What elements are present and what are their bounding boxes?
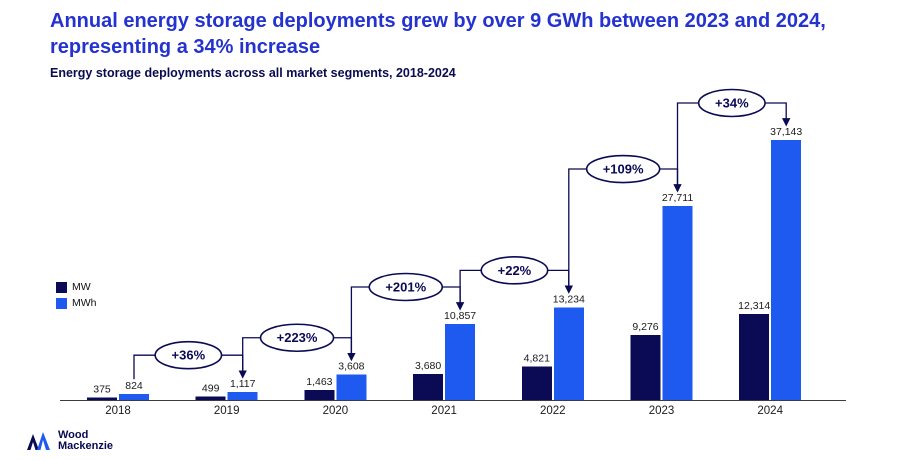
woodmackenzie-logo-icon xyxy=(27,432,50,450)
annotation-label-+201%: +201% xyxy=(385,280,426,295)
bar-mwh-2018 xyxy=(119,394,149,400)
chart-title: Annual energy storage deployments grew b… xyxy=(50,8,826,60)
bar-mw-2019 xyxy=(195,396,226,400)
bar-mw-2021 xyxy=(413,374,444,400)
value-label-mwh-2021: 10,857 xyxy=(444,310,476,322)
bar-mwh-2023 xyxy=(662,206,693,400)
value-label-mwh-2020: 3,608 xyxy=(338,361,364,373)
legend-swatch-mwh xyxy=(56,297,67,309)
legend-label-mwh: MWh xyxy=(72,297,97,309)
annotation-label-+36%: +36% xyxy=(172,348,206,363)
annotation-label-+22%: +22% xyxy=(498,263,532,278)
bar-mwh-2021 xyxy=(445,324,476,400)
bar-mwh-2024 xyxy=(771,140,802,400)
legend-item-mwh: MWh xyxy=(56,297,97,309)
value-label-mwh-2023: 27,711 xyxy=(662,192,693,204)
annotation-label-+223%: +223% xyxy=(277,330,318,345)
chart-title-line1: Annual energy storage deployments grew b… xyxy=(50,10,826,32)
year-label-2023: 2023 xyxy=(649,405,675,417)
legend-swatch-mw xyxy=(56,281,67,293)
year-label-2021: 2021 xyxy=(431,405,457,417)
value-label-mw-2021: 3,680 xyxy=(415,360,441,372)
bar-mwh-2020 xyxy=(336,374,367,400)
annotation-connector-in-+34% xyxy=(676,102,699,192)
value-label-mwh-2024: 37,143 xyxy=(770,126,802,138)
year-label-2019: 2019 xyxy=(214,405,240,417)
legend: MW MWh xyxy=(56,281,97,309)
value-label-mw-2019: 499 xyxy=(202,383,220,395)
value-label-mwh-2018: 824 xyxy=(125,380,143,392)
year-label-2024: 2024 xyxy=(757,405,783,417)
value-label-mw-2020: 1,463 xyxy=(306,376,332,388)
brand-name: Wood Mackenzie xyxy=(58,430,113,452)
value-label-mw-2024: 12,314 xyxy=(738,300,770,312)
annotation-oval-+201% xyxy=(368,272,444,302)
annotation-oval-+223% xyxy=(259,323,335,353)
value-label-mw-2018: 375 xyxy=(93,383,111,395)
annotation-connector-arrow-+36% xyxy=(221,354,247,379)
bar-mwh-2019 xyxy=(227,392,258,400)
annotation-connector-in-+109% xyxy=(568,168,587,293)
value-label-mw-2022: 4,821 xyxy=(524,352,550,364)
annotation-label-+34%: +34% xyxy=(715,96,749,111)
annotation-connector-in-+223% xyxy=(242,337,261,378)
chart-title-line2: representing a 34% increase xyxy=(50,36,321,58)
annotation-connector-arrow-+34% xyxy=(765,102,791,127)
year-label-2020: 2020 xyxy=(323,405,349,417)
value-label-mwh-2022: 13,234 xyxy=(553,293,585,305)
chart-subtitle: Energy storage deployments across all ma… xyxy=(50,66,456,80)
bar-mw-2024 xyxy=(739,313,770,400)
annotation-oval-+109% xyxy=(585,154,661,184)
brand-name-line2: Mackenzie xyxy=(58,440,114,452)
annotation-connector-arrow-+109% xyxy=(659,168,682,193)
value-label-mw-2023: 9,276 xyxy=(632,321,658,333)
legend-item-mw: MW xyxy=(56,281,97,293)
legend-label-mw: MW xyxy=(72,281,91,293)
bar-mw-2022 xyxy=(521,366,552,400)
bar-mwh-2022 xyxy=(553,307,584,400)
annotation-label-+109%: +109% xyxy=(603,162,644,177)
annotation-connector-arrow-+223% xyxy=(333,337,356,362)
brand-footer: Wood Mackenzie xyxy=(26,430,113,452)
bar-mw-2018 xyxy=(87,397,117,400)
annotation-oval-+22% xyxy=(480,256,549,285)
annotation-connector-in-+36% xyxy=(133,354,156,380)
annotation-connector-in-+201% xyxy=(350,286,370,360)
bar-mw-2020 xyxy=(304,389,335,400)
annotation-connector-in-+22% xyxy=(459,269,482,310)
year-label-2022: 2022 xyxy=(540,405,566,417)
annotation-oval-+34% xyxy=(697,88,766,118)
bar-mw-2023 xyxy=(630,335,661,400)
brand-name-line1: Wood xyxy=(58,429,89,441)
year-label-2018: 2018 xyxy=(105,405,131,417)
value-label-mwh-2019: 1,117 xyxy=(230,378,256,390)
annotation-connector-arrow-+22% xyxy=(547,269,574,294)
annotation-oval-+36% xyxy=(154,340,223,370)
annotation-connector-arrow-+201% xyxy=(442,286,465,311)
